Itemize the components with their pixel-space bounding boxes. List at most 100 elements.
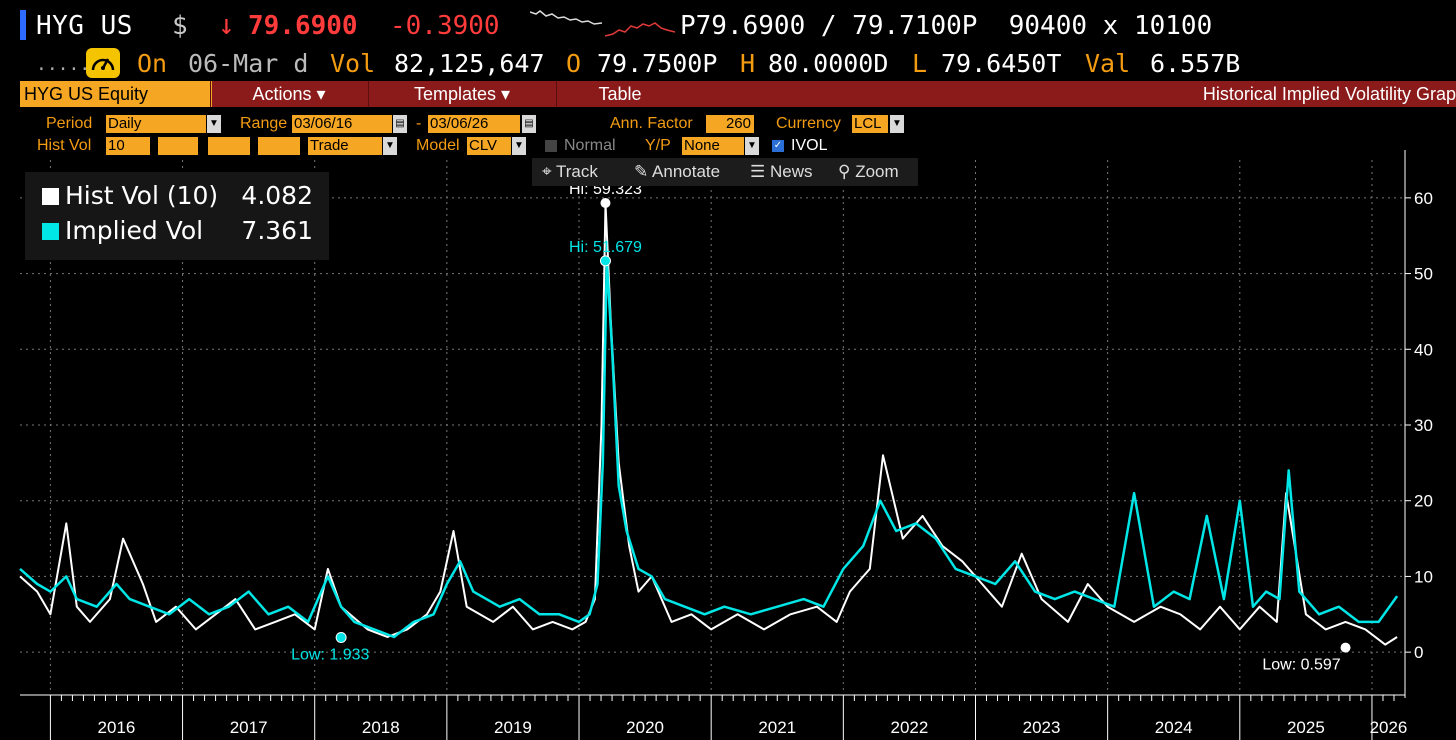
annotation-marker (1340, 642, 1351, 653)
bid-ask-prices: P79.6900 / 79.7100P (680, 11, 978, 41)
range-end-input[interactable]: 03/06/26 (428, 115, 520, 133)
open-value: 79.7500P (597, 49, 718, 78)
hist-vol-window-2-input[interactable] (158, 137, 198, 155)
x-tick-label: 2025 (1287, 718, 1325, 737)
speedometer-icon[interactable] (86, 48, 120, 78)
hist-vol-swatch (42, 188, 59, 205)
normal-checkbox[interactable] (545, 140, 557, 152)
y-tick-label: 10 (1414, 567, 1433, 586)
legend-hist-value: 4.082 (241, 181, 313, 210)
model-label: Model (416, 137, 460, 154)
cursor-marker (20, 10, 26, 40)
annotate-label: Annotate (652, 162, 721, 181)
hist-vol-label: Hist Vol (37, 137, 92, 154)
y-tick-label: 60 (1414, 189, 1433, 208)
annotation-marker (599, 255, 611, 267)
news-tool[interactable]: ☰ News (750, 162, 813, 182)
function-title: Historical Implied Volatility Grap (1202, 84, 1456, 104)
series-lines (19, 202, 1399, 646)
ticker-symbol[interactable]: HYG US (36, 11, 133, 41)
implied-vol-line (19, 259, 1399, 639)
x-tick-label: 2023 (1023, 718, 1061, 737)
open-label: O (566, 49, 582, 78)
track-tool[interactable]: ⌖ Track (542, 162, 598, 182)
normal-label: Normal (564, 137, 616, 154)
period-dropdown-icon[interactable]: ▼ (207, 115, 221, 133)
dots: ...... (36, 54, 102, 75)
annotate-tool[interactable]: ✎ Annotate (634, 162, 720, 182)
x-tick-label: 2017 (230, 718, 268, 737)
model-select[interactable]: CLV (467, 137, 511, 155)
y-tick-label: 0 (1414, 643, 1423, 662)
range-start-calendar-icon[interactable]: ▤ (393, 115, 407, 133)
annotation-label: Low: 1.933 (291, 647, 369, 664)
annotation-label: Low: 0.597 (1262, 657, 1340, 674)
annotation-marker (335, 632, 347, 644)
period-select[interactable]: Daily (106, 115, 206, 133)
x-tick-label: 2019 (494, 718, 532, 737)
trade-select[interactable]: Trade (308, 137, 382, 155)
intraday-sparkline-icon (530, 10, 602, 25)
x-tick-label: 2016 (98, 718, 136, 737)
currency-label: Currency (776, 115, 841, 132)
hist-vol-window-4-input[interactable] (258, 137, 300, 155)
on-label: On (137, 49, 168, 78)
track-label: Track (556, 162, 598, 181)
annotation-label: Hi: 51.679 (569, 239, 642, 256)
parameters-panel: Period Daily ▼ Range 03/06/16 ▤ - 03/06/… (0, 112, 1456, 160)
quote-header: HYG US $ ↓ 79.6900 -0.3900 P79.6900 / 79… (0, 0, 1456, 44)
currency-dropdown-icon[interactable]: ▼ (890, 115, 904, 133)
range-label: Range (240, 115, 288, 132)
currency-select[interactable]: LCL (852, 115, 888, 133)
chart-legend[interactable]: Hist Vol (10) 4.082 Implied Vol 7.361 (25, 172, 329, 260)
news-label: News (769, 162, 813, 181)
model-dropdown-icon[interactable]: ▼ (512, 137, 526, 155)
menu-bar: HYG US Equity Actions ▾ Templates ▾ Tabl… (20, 81, 1456, 107)
pencil-icon: ✎ (634, 162, 649, 181)
legend-hist-label: Hist Vol (10) (65, 181, 219, 210)
implied-vol-swatch (42, 223, 59, 240)
low-value: 79.6450T (941, 49, 1062, 78)
ann-factor-input[interactable]: 260 (706, 115, 754, 133)
high-value: 80.0000D (768, 49, 889, 78)
yp-dropdown-icon[interactable]: ▼ (745, 137, 759, 155)
yp-select[interactable]: None (682, 137, 744, 155)
security-field[interactable]: HYG US Equity (20, 81, 212, 107)
value-label: Val (1085, 49, 1131, 78)
volume-value: 82,125,647 (394, 49, 545, 78)
templates-menu[interactable]: Templates ▾ (368, 81, 555, 107)
range-start-input[interactable]: 03/06/16 (292, 115, 392, 133)
bid-ask: P79.6900 / 79.7100P 90400 x 10100 (680, 11, 1212, 41)
bid-ask-size: 90400 x 10100 (1008, 11, 1213, 41)
y-tick-label: 20 (1414, 492, 1433, 511)
ivol-label: IVOL (791, 137, 828, 154)
x-tick-label: 2026 (1370, 718, 1408, 737)
hist-vol-window-input[interactable]: 10 (106, 137, 150, 155)
x-tick-label: 2021 (758, 718, 796, 737)
gridlines (20, 160, 1405, 690)
news-icon: ☰ (750, 162, 766, 181)
legend-impl-label: Implied Vol (65, 216, 204, 245)
y-axis: 0 10 20 30 40 50 60 (1404, 150, 1433, 698)
currency-symbol: $ (172, 11, 188, 41)
legend-impl-value: 7.361 (241, 216, 313, 245)
magnifier-icon: ⚲ (838, 162, 851, 181)
actions-menu[interactable]: Actions ▾ (210, 81, 367, 107)
range-end-calendar-icon[interactable]: ▤ (522, 115, 536, 133)
hist-vol-line (19, 202, 1398, 646)
trade-dropdown-icon[interactable]: ▼ (383, 137, 397, 155)
range-separator: - (416, 115, 422, 132)
x-axis: 2016 2017 2018 2019 2020 2021 2022 2023 2024 2025… (20, 694, 1408, 740)
ivol-checkbox[interactable]: ✓ (772, 140, 784, 152)
price-sparkline-icon (605, 22, 675, 37)
zoom-label: Zoom (855, 162, 899, 181)
hist-vol-window-3-input[interactable] (208, 137, 250, 155)
x-tick-label: 2018 (362, 718, 400, 737)
last-price: 79.6900 (248, 11, 358, 41)
table-button[interactable]: Table (556, 81, 683, 107)
zoom-tool[interactable]: ⚲ Zoom (838, 162, 899, 182)
high-label: H (740, 49, 756, 78)
y-tick-label: 30 (1414, 416, 1433, 435)
